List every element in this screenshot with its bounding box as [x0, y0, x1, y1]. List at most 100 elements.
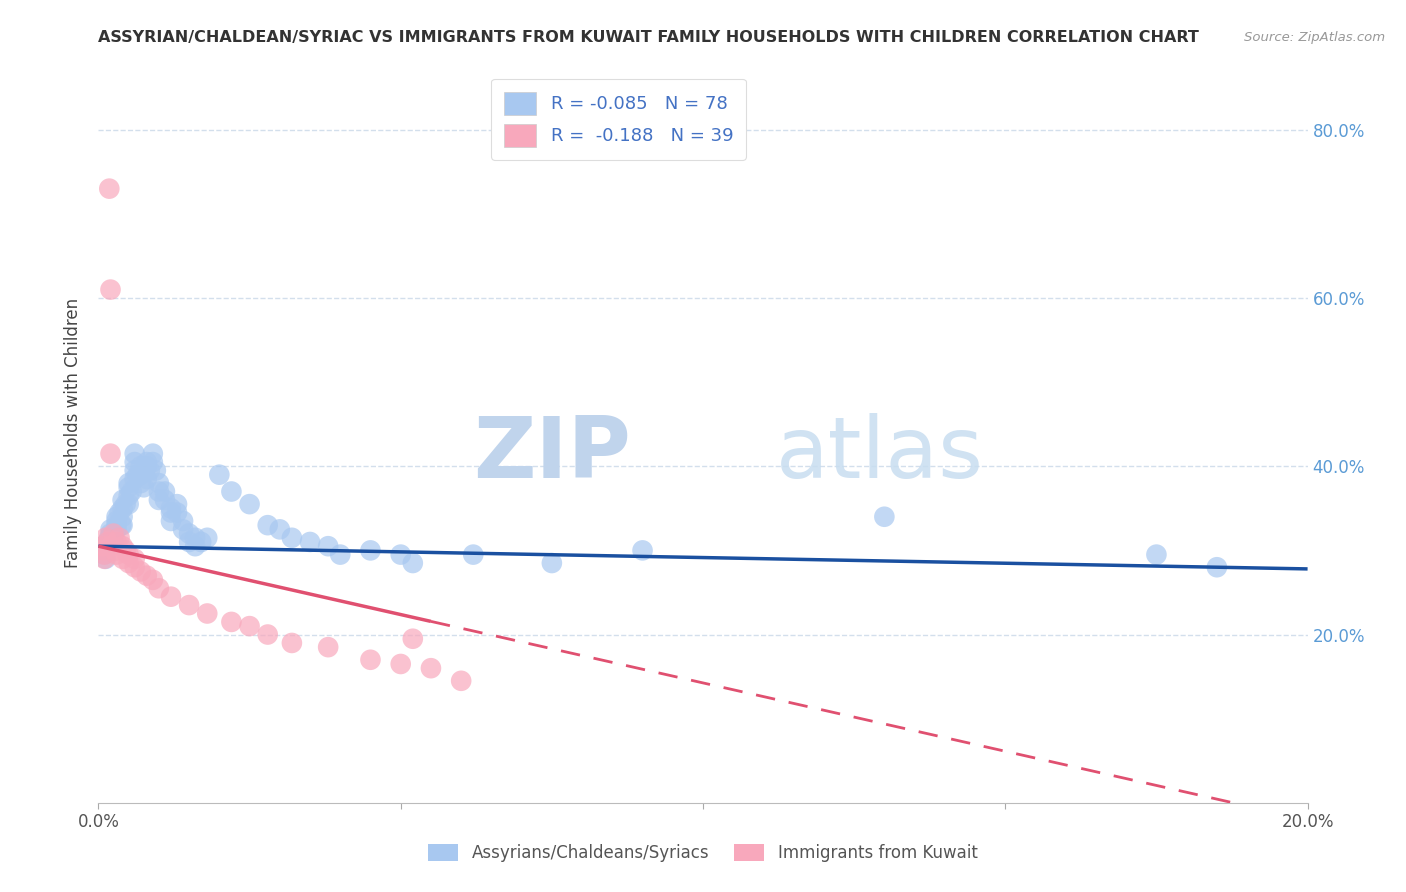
Text: atlas: atlas	[776, 413, 984, 496]
Point	[91, 539, 114, 553]
Point	[540, 556, 562, 570]
Point	[111, 492, 134, 507]
Point	[105, 509, 128, 524]
Point	[124, 560, 146, 574]
Point	[93, 551, 115, 566]
Point	[118, 556, 141, 570]
Point	[148, 492, 170, 507]
Point	[129, 476, 152, 491]
Point	[316, 539, 339, 553]
Point	[389, 657, 412, 671]
Point	[281, 636, 304, 650]
Point	[118, 489, 141, 503]
Point	[93, 548, 115, 562]
Point	[142, 447, 165, 461]
Point	[105, 514, 128, 528]
Point	[91, 539, 114, 553]
Point	[118, 476, 141, 491]
Point	[108, 531, 131, 545]
Point	[360, 653, 382, 667]
Point	[124, 551, 146, 566]
Point	[124, 472, 146, 486]
Point	[105, 548, 128, 562]
Point	[111, 509, 134, 524]
Point	[94, 531, 117, 545]
Point	[100, 526, 122, 541]
Point	[100, 531, 122, 545]
Point	[100, 283, 122, 297]
Point	[179, 526, 201, 541]
Point	[239, 619, 262, 633]
Point	[221, 615, 243, 629]
Point	[129, 459, 152, 474]
Point	[360, 543, 382, 558]
Point	[110, 518, 132, 533]
Point	[139, 463, 162, 477]
Point	[160, 501, 183, 516]
Point	[420, 661, 443, 675]
Point	[108, 506, 131, 520]
Point	[124, 455, 146, 469]
Point	[105, 535, 128, 549]
Point	[153, 484, 176, 499]
Point	[172, 522, 194, 536]
Point	[221, 484, 243, 499]
Point	[195, 531, 218, 545]
Point	[111, 501, 134, 516]
Point	[93, 543, 115, 558]
Text: ZIP: ZIP	[472, 413, 630, 496]
Point	[184, 539, 207, 553]
Point	[100, 522, 122, 536]
Point	[135, 455, 157, 469]
Point	[124, 463, 146, 477]
Point	[100, 447, 122, 461]
Point	[184, 531, 207, 545]
Point	[135, 459, 157, 474]
Point	[145, 463, 167, 477]
Point	[1206, 560, 1229, 574]
Point	[239, 497, 262, 511]
Point	[96, 535, 118, 549]
Point	[135, 568, 157, 582]
Point	[166, 506, 188, 520]
Point	[98, 531, 121, 545]
Point	[329, 548, 352, 562]
Point	[100, 539, 122, 553]
Text: Source: ZipAtlas.com: Source: ZipAtlas.com	[1244, 31, 1385, 45]
Point	[129, 467, 152, 482]
Point	[135, 472, 157, 486]
Point	[129, 565, 152, 579]
Point	[402, 556, 425, 570]
Point	[269, 522, 291, 536]
Point	[132, 480, 155, 494]
Point	[148, 581, 170, 595]
Point	[111, 518, 134, 533]
Point	[402, 632, 425, 646]
Point	[94, 551, 117, 566]
Point	[105, 543, 128, 558]
Point	[114, 497, 136, 511]
Point	[166, 497, 188, 511]
Point	[118, 497, 141, 511]
Point	[118, 548, 141, 562]
Legend: Assyrians/Chaldeans/Syriacs, Immigrants from Kuwait: Assyrians/Chaldeans/Syriacs, Immigrants …	[422, 837, 984, 869]
Point	[281, 531, 304, 545]
Point	[160, 590, 183, 604]
Point	[172, 514, 194, 528]
Point	[1144, 548, 1167, 562]
Point	[190, 535, 212, 549]
Point	[195, 607, 218, 621]
Point	[316, 640, 339, 655]
Point	[96, 535, 118, 549]
Point	[256, 627, 278, 641]
Point	[93, 543, 115, 558]
Point	[121, 484, 143, 499]
Point	[160, 506, 183, 520]
Text: ASSYRIAN/CHALDEAN/SYRIAC VS IMMIGRANTS FROM KUWAIT FAMILY HOUSEHOLDS WITH CHILDR: ASSYRIAN/CHALDEAN/SYRIAC VS IMMIGRANTS F…	[98, 29, 1199, 45]
Point	[142, 573, 165, 587]
Point	[208, 467, 231, 482]
Point	[105, 518, 128, 533]
Point	[299, 535, 322, 549]
Point	[98, 181, 121, 195]
Point	[873, 509, 896, 524]
